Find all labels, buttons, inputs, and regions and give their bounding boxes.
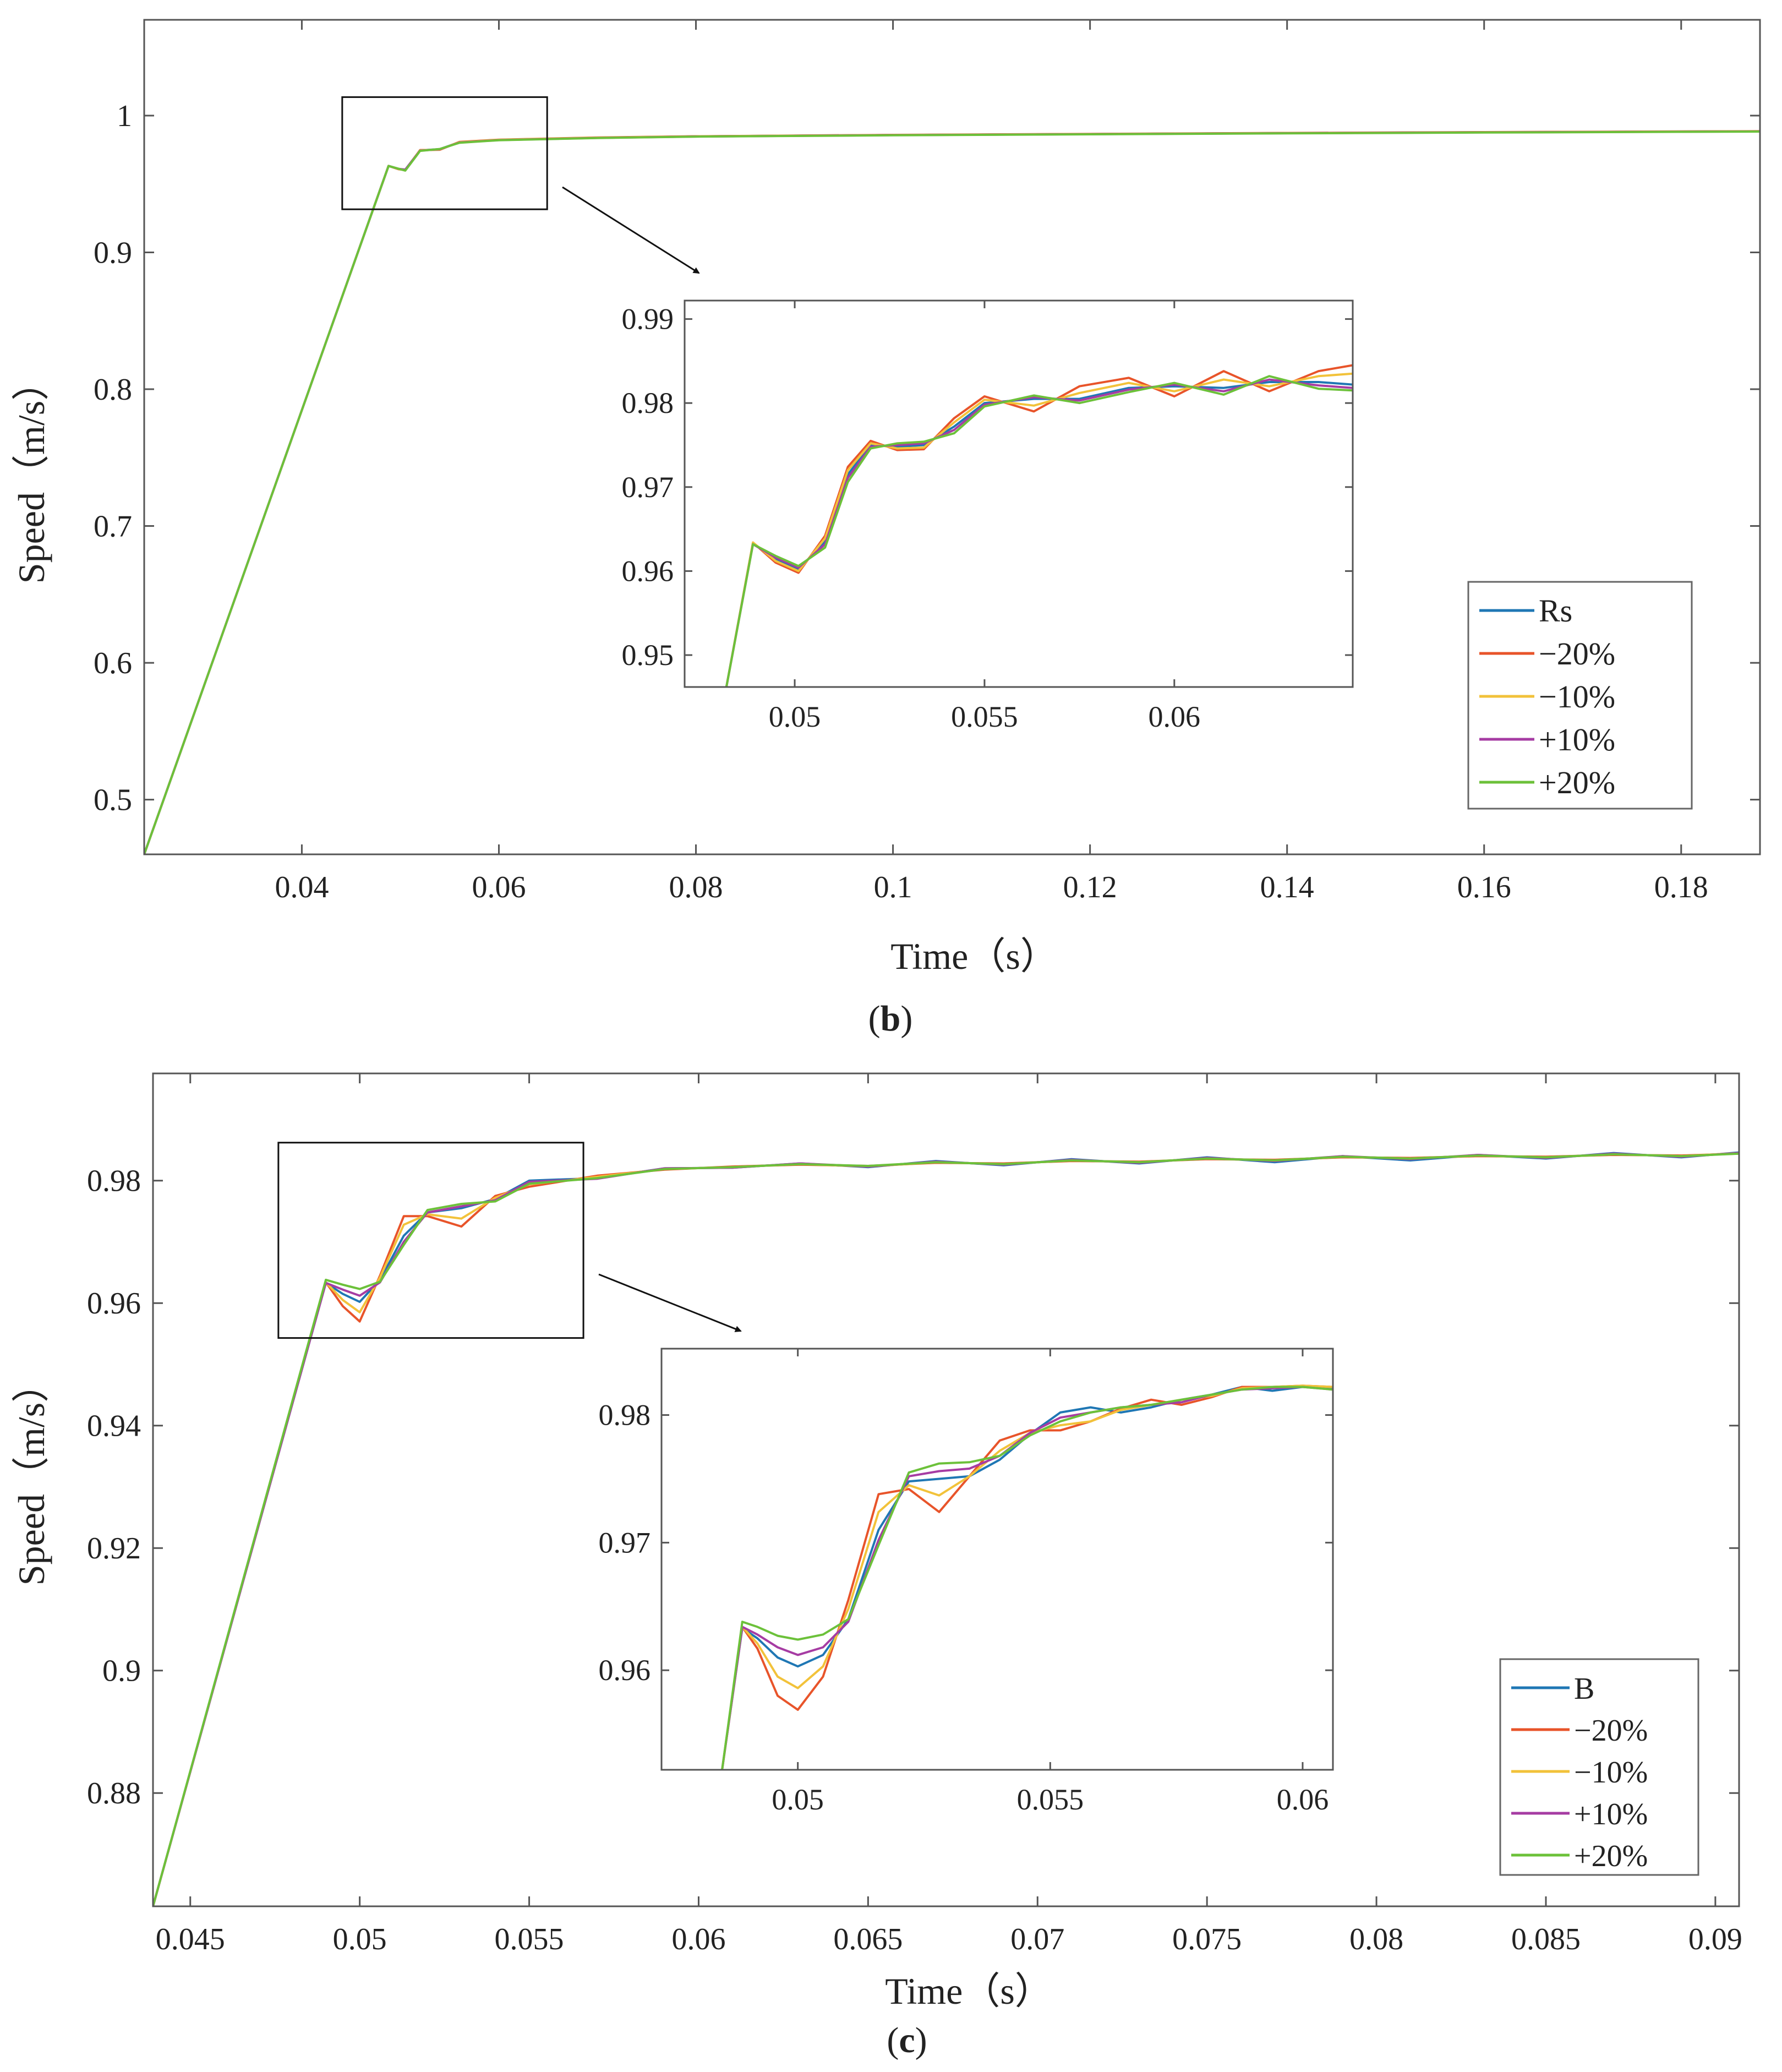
panel-c-inset-frame	[660, 1348, 1334, 1771]
panel-c-inset-xtick-label-1: 0.055	[1017, 1783, 1084, 1816]
panel-c-inset-background	[662, 1349, 1333, 1770]
panel-c-legend-label-3: +10%	[1574, 1797, 1648, 1831]
panel-b-xtick-label-7: 0.18	[1654, 870, 1708, 904]
panel-b-inset-frame	[684, 299, 1354, 688]
panel-b-inset-series-line-3	[725, 378, 1353, 687]
panel-b-xtick-label-1: 0.06	[472, 870, 526, 904]
panel-b-axes-frame	[143, 19, 1761, 855]
panel-b-ytick-label-0: 0.5	[94, 783, 132, 817]
panel-c-xtick-label-7: 0.08	[1349, 1922, 1403, 1956]
panel-b-ytick-label-3: 0.8	[94, 373, 132, 407]
panel-c-xtick-label-1: 0.05	[333, 1922, 387, 1956]
panel-b-ytick-label-1: 0.6	[94, 646, 132, 680]
panel-c-xlabel: Time（s）	[885, 1970, 1052, 2012]
panel-b-inset-series-line-1	[725, 364, 1353, 687]
panel-b-caption: (b)	[868, 999, 913, 1039]
panel-c-inset-ytick-label-0: 0.96	[599, 1654, 651, 1687]
panel-b-ylabel: Speed（m/s）	[10, 363, 52, 584]
panel-b-xlabel: Time（s）	[890, 935, 1058, 977]
panel-b-xtick-label-4: 0.12	[1063, 870, 1117, 904]
panel-b-speed-vs-time-rs: Speed（m/s） Time（s） (b) 0.04 0.06 0.08 0.1 0.…	[10, 19, 1761, 1039]
panel-c-inset-ytick-label-1: 0.97	[599, 1526, 651, 1559]
panel-c-xtick-label-4: 0.065	[833, 1922, 903, 1956]
panel-b-legend-label-1: −20%	[1539, 636, 1615, 672]
panel-b-ytick-label-5: 1	[117, 99, 132, 133]
panel-b-xtick-label-5: 0.14	[1260, 870, 1314, 904]
panel-b-inset-ytick-label-2: 0.97	[622, 471, 674, 504]
panel-b-legend-label-3: +10%	[1539, 722, 1615, 757]
panel-b-inset-xtick-label-1: 0.055	[951, 700, 1018, 733]
panel-c-legend-label-1: −20%	[1574, 1714, 1648, 1748]
panel-b-lines	[144, 130, 1760, 854]
panel-c-xtick-label-6: 0.075	[1172, 1922, 1242, 1956]
panel-b-inset-ytick-label-3: 0.98	[622, 386, 674, 419]
panel-c-ytick-label-2: 0.92	[87, 1531, 141, 1566]
panel-b-inset-background	[685, 301, 1353, 687]
panel-b-inset-ytick-label-4: 0.99	[622, 303, 674, 336]
panel-b-zoom-arrow	[562, 186, 700, 274]
panel-c-ytick-label-4: 0.96	[87, 1286, 141, 1321]
panel-c-ytick-label-0: 0.88	[87, 1776, 141, 1811]
panel-b-inset-ytick-label-0: 0.95	[622, 639, 674, 672]
panel-c-legend-label-0: B	[1574, 1672, 1594, 1706]
panel-c-legend-label-2: −10%	[1574, 1755, 1648, 1790]
panel-b-zoom-region-box	[341, 96, 548, 210]
panel-c-zoom-arrow	[598, 1273, 742, 1332]
panel-b-inset-xtick-label-0: 0.05	[769, 700, 821, 733]
panel-b-xtick-label-3: 0.1	[874, 870, 912, 904]
panel-c-legend-box	[1499, 1658, 1699, 1876]
panel-b-xtick-label-6: 0.16	[1457, 870, 1511, 904]
panel-c-series-line-4	[153, 1152, 1739, 1906]
panel-c-legend-label-4: +20%	[1574, 1839, 1648, 1873]
panel-c-caption: (c)	[887, 2020, 927, 2060]
panel-c-inset-ytick-label-2: 0.98	[599, 1399, 651, 1432]
panel-c-inset-xtick-label-2: 0.06	[1277, 1783, 1329, 1816]
panel-c-speed-vs-time-b: Speed（m/s） Time（s） (c) 0.045 0.05 0.055 0.0…	[10, 1072, 1742, 2060]
panel-b-xtick-label-2: 0.08	[669, 870, 723, 904]
panel-b-legend-label-4: +20%	[1539, 765, 1615, 800]
panel-b-inset-xtick-label-2: 0.06	[1149, 700, 1201, 733]
panel-b-inset-ytick-label-1: 0.96	[622, 554, 674, 587]
panel-b-ytick-label-4: 0.9	[94, 236, 132, 270]
panel-c-xtick-label-5: 0.07	[1010, 1922, 1064, 1956]
panel-c-ytick-label-5: 0.98	[87, 1164, 141, 1198]
panel-c-inset-lines	[721, 1384, 1333, 1770]
panel-c-zoom-region-box	[277, 1142, 584, 1339]
panel-c-xtick-label-3: 0.06	[671, 1922, 725, 1956]
panel-b-caption-letter: b	[881, 999, 901, 1039]
panel-c-inset-series-line-4	[721, 1386, 1333, 1770]
panel-c-ytick-label-3: 0.94	[87, 1409, 141, 1443]
panel-b-xtick-label-0: 0.04	[275, 870, 329, 904]
panel-b-inset-series-line-4	[725, 375, 1353, 687]
panel-c-axes-frame	[152, 1072, 1740, 1907]
panel-c-xtick-label-8: 0.085	[1511, 1922, 1581, 1956]
panel-b-ytick-label-2: 0.7	[94, 510, 132, 544]
panel-b-inset-lines	[725, 364, 1353, 687]
panel-c-ylabel: Speed（m/s）	[10, 1365, 52, 1585]
panel-c-inset-xtick-label-0: 0.05	[772, 1783, 824, 1816]
panel-b-series-line-4	[144, 130, 1760, 854]
panel-b-inset-series-line-2	[725, 372, 1353, 687]
panel-c-xtick-label-0: 0.045	[156, 1922, 225, 1956]
panel-c-lines	[153, 1151, 1739, 1906]
panel-b-legend-label-0: Rs	[1539, 593, 1572, 629]
panel-c-xtick-label-9: 0.09	[1688, 1922, 1742, 1956]
panel-c-caption-letter: c	[899, 2020, 915, 2060]
panel-c-ytick-label-1: 0.9	[102, 1654, 141, 1688]
panel-c-xtick-label-2: 0.055	[495, 1922, 564, 1956]
panel-b-legend-label-2: −10%	[1539, 679, 1615, 715]
